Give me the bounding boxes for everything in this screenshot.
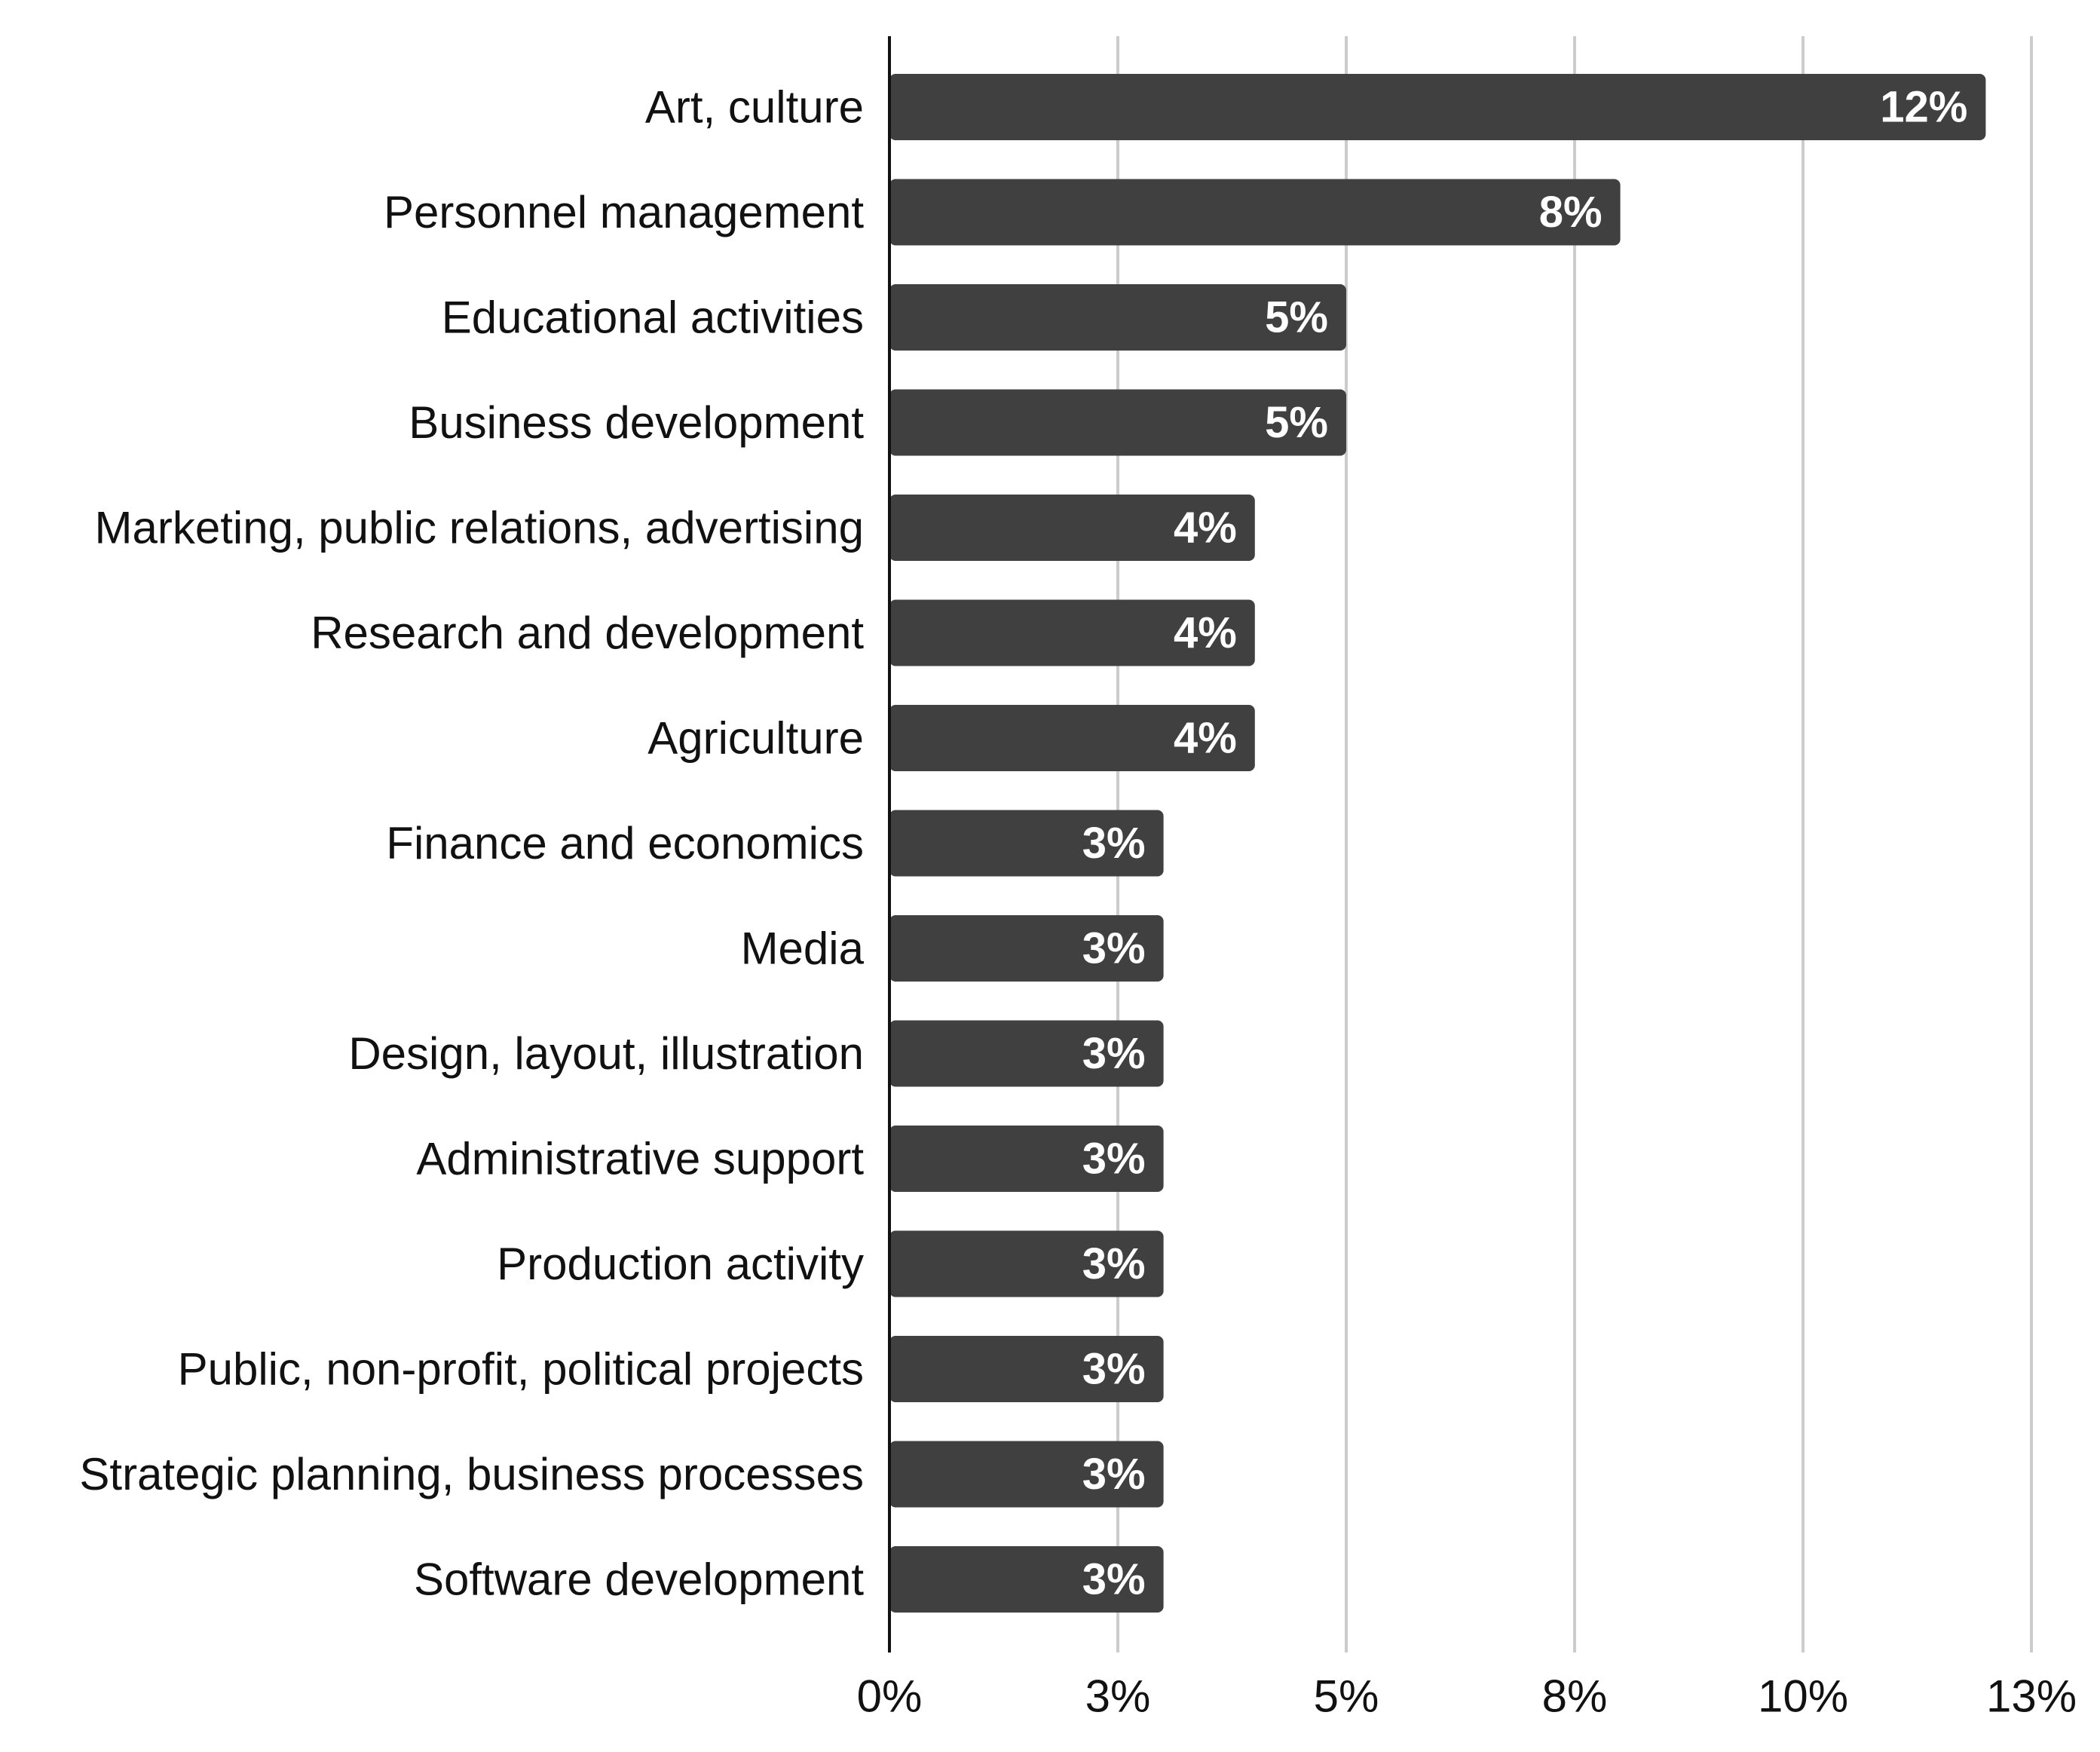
bar [889, 1126, 1164, 1192]
bar-value-label: 3% [1082, 1450, 1146, 1499]
bar-value-label: 3% [1082, 1135, 1146, 1184]
bars: 12% 8% 5% 5% 4% 4% 4% 3% 3% 3% 3% 3% 3% 3% 3% [889, 74, 1986, 1613]
bar [889, 915, 1164, 982]
bar [889, 1230, 1164, 1297]
category-label: Media [741, 923, 865, 974]
bar-value-label: 3% [1082, 1555, 1146, 1604]
bar-value-label: 3% [1082, 1239, 1146, 1288]
x-tick-label: 3% [1085, 1671, 1151, 1722]
bar-value-label: 8% [1539, 188, 1603, 237]
bar [889, 1336, 1164, 1402]
category-label: Art, culture [645, 82, 864, 133]
category-label: Marketing, public relations, advertising [95, 503, 865, 553]
bar [889, 599, 1255, 666]
bar [889, 1441, 1164, 1508]
bar-value-label: 4% [1174, 714, 1237, 763]
bar-value-label: 3% [1082, 1029, 1146, 1078]
bar-value-label: 3% [1082, 819, 1146, 868]
category-label: Software development [414, 1554, 864, 1605]
x-tick-label: 8% [1542, 1671, 1608, 1722]
x-tick-label: 10% [1758, 1671, 1848, 1722]
x-tick-label: 5% [1314, 1671, 1379, 1722]
category-label: Strategic planning, business processes [79, 1449, 864, 1499]
category-label: Administrative support [416, 1134, 864, 1184]
bar [889, 1546, 1164, 1613]
category-label: Production activity [497, 1239, 864, 1289]
bar-value-label: 5% [1265, 398, 1328, 447]
category-label: Design, layout, illustration [348, 1028, 864, 1079]
bar-value-label: 3% [1082, 1345, 1146, 1394]
category-label: Agriculture [647, 713, 864, 764]
category-label: Business development [409, 397, 864, 448]
bar [889, 284, 1346, 351]
category-label: Personnel management [384, 187, 864, 237]
bar-value-label: 3% [1082, 924, 1146, 973]
category-label: Public, non-profit, political projects [178, 1344, 864, 1395]
tick-labels: 0% 3% 5% 8% 10% 13% [857, 1671, 2077, 1722]
x-tick-label: 13% [1986, 1671, 2077, 1722]
bar [889, 179, 1621, 246]
bar-value-label: 4% [1174, 504, 1237, 553]
bar [889, 389, 1346, 456]
bar-value-label: 4% [1174, 608, 1237, 657]
bar [889, 74, 1986, 140]
bar-value-label: 12% [1880, 83, 1967, 132]
gridlines [1116, 36, 2033, 1652]
bar [889, 1020, 1164, 1087]
bar [889, 495, 1255, 561]
category-labels: Art, culture Personnel management Educatio… [79, 82, 864, 1605]
bar-value-label: 5% [1265, 293, 1328, 342]
category-label: Research and development [311, 608, 864, 658]
bar [889, 705, 1255, 771]
category-label: Finance and economics [386, 818, 864, 868]
x-tick-label: 0% [857, 1671, 923, 1722]
category-label: Educational activities [442, 293, 864, 343]
bar [889, 810, 1164, 877]
